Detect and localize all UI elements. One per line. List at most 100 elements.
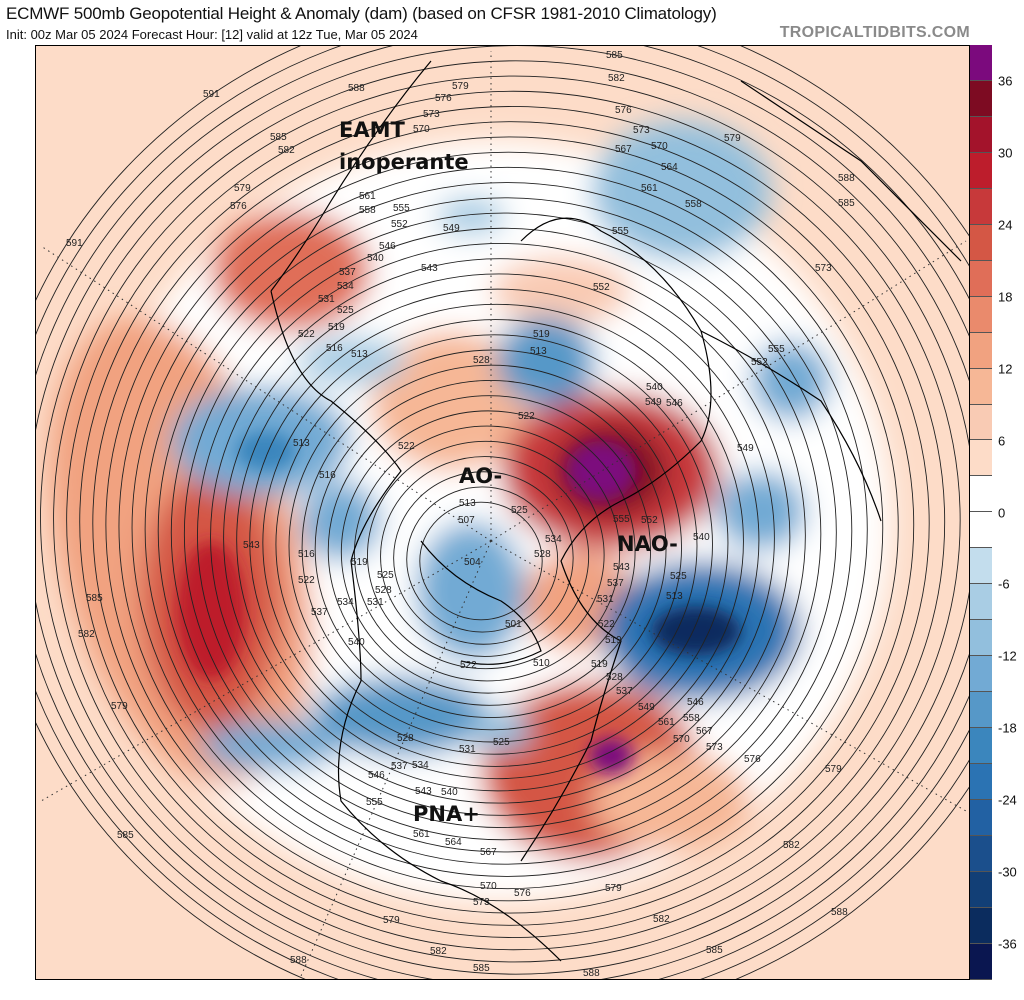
- contour-line: [262, 319, 729, 767]
- contour-label: 588: [583, 968, 600, 979]
- contour-line: [419, 501, 543, 621]
- colorbar-tick-label: 6: [998, 433, 1006, 449]
- contour-label: 555: [393, 203, 410, 214]
- contour-label: 531: [597, 594, 614, 605]
- contour-label: 576: [514, 888, 531, 899]
- contour-label: 579: [234, 183, 251, 194]
- contour-line: [170, 212, 837, 853]
- colorbar-bin: [970, 584, 992, 621]
- annotation-ao: AO-: [459, 464, 502, 488]
- contour-label: 579: [111, 701, 128, 712]
- contour-label: 534: [337, 597, 354, 608]
- colorbar-bin: [970, 907, 992, 944]
- colorbar-bin: [970, 656, 992, 693]
- contour-label: 537: [339, 267, 356, 278]
- coastlines: [270, 60, 962, 962]
- contour-label: 549: [638, 702, 655, 713]
- colorbar-bin: [970, 548, 992, 585]
- contour-label: 546: [666, 398, 683, 409]
- contour-label: 504: [464, 557, 481, 568]
- contour-label: 519: [533, 329, 550, 340]
- contour-label: 582: [608, 73, 625, 84]
- colorbar-tick-label: 30: [998, 145, 1013, 161]
- contour-label: 582: [78, 629, 95, 640]
- contour-label: 522: [298, 575, 315, 586]
- contour-label: 516: [319, 470, 336, 481]
- annotations: EAMT inoperante AO- NAO- PNA+: [339, 118, 678, 826]
- contour-line: [327, 395, 652, 706]
- contour-label: 573: [815, 263, 832, 274]
- contour-label: 537: [311, 607, 328, 618]
- contour-label: 540: [367, 253, 384, 264]
- colorbar-tick-label: -24: [998, 792, 1017, 808]
- contour-line: [92, 121, 930, 926]
- contour-line: [288, 349, 698, 743]
- contour-label: 549: [443, 223, 460, 234]
- contour-label: 531: [459, 744, 476, 755]
- contour-label: 549: [737, 443, 754, 454]
- height-contours: [36, 46, 969, 979]
- contour-label: 579: [724, 133, 741, 144]
- contour-label: 582: [783, 840, 800, 851]
- contour-label: 561: [359, 191, 376, 202]
- contour-label: 582: [430, 946, 447, 957]
- contour-label: 552: [593, 282, 610, 293]
- contour-label: 576: [615, 105, 632, 116]
- contour-label: 546: [368, 770, 385, 781]
- contour-label: 576: [230, 201, 247, 212]
- contour-label: 525: [337, 305, 354, 316]
- contour-label: 519: [605, 635, 622, 646]
- colorbar-bin: [970, 45, 992, 81]
- contour-label: 540: [348, 637, 365, 648]
- contour-line: [353, 425, 621, 682]
- colorbar-tick-label: -18: [998, 720, 1017, 736]
- contour-label: 513: [530, 346, 547, 357]
- colorbar-tick-label: -6: [998, 576, 1010, 592]
- contour-label: 585: [606, 50, 623, 61]
- contour-line: [275, 334, 713, 755]
- contour-label: 513: [459, 498, 476, 509]
- contour-label: 537: [616, 686, 633, 697]
- contour-label: 558: [685, 199, 702, 210]
- contour-label: 579: [605, 883, 622, 894]
- contour-line: [79, 106, 946, 938]
- annotation-nao: NAO-: [617, 532, 678, 556]
- colorbar-bin: [970, 368, 992, 405]
- colorbar-bin: [970, 296, 992, 333]
- contour-label: 522: [518, 411, 535, 422]
- contour-label: 534: [337, 281, 354, 292]
- contour-label: 555: [366, 797, 383, 808]
- contour-label: 564: [445, 837, 462, 848]
- colorbar-bin: [970, 116, 992, 153]
- contour-label: 579: [825, 764, 842, 775]
- contour-line: [340, 410, 636, 694]
- contour-label: 540: [646, 382, 663, 393]
- contour-label: 513: [351, 349, 368, 360]
- colorbar-bin: [970, 332, 992, 369]
- contour-label: 552: [641, 515, 658, 526]
- contour-label: 534: [545, 534, 562, 545]
- contour-label: 534: [412, 760, 429, 771]
- contour-label: 588: [290, 955, 307, 966]
- contour-label: 522: [460, 660, 477, 671]
- colorbar-bin: [970, 764, 992, 801]
- contour-line: [210, 258, 791, 816]
- contour-line: [196, 243, 806, 828]
- annotation-eamt-status: inoperante: [339, 150, 469, 174]
- contour-label: 573: [423, 109, 440, 120]
- contour-label: 573: [633, 125, 650, 136]
- contour-label: 582: [278, 145, 295, 156]
- contour-label: 585: [117, 830, 134, 841]
- polar-map: 585 582 576 573 570 567 564 561 558 555 579 588 585 5…: [35, 45, 970, 980]
- colorbar-tick-label: -12: [998, 648, 1017, 664]
- contour-label: 555: [612, 226, 629, 237]
- colorbar: [970, 45, 992, 980]
- contour-label: 588: [838, 173, 855, 184]
- colorbar-bin: [970, 692, 992, 729]
- contour-line: [406, 486, 559, 633]
- contour-label: 552: [751, 357, 768, 368]
- contour-label: 582: [653, 914, 670, 925]
- contour-label: 528: [375, 585, 392, 596]
- contour-label: 528: [606, 672, 623, 683]
- contour-label: 540: [441, 787, 458, 798]
